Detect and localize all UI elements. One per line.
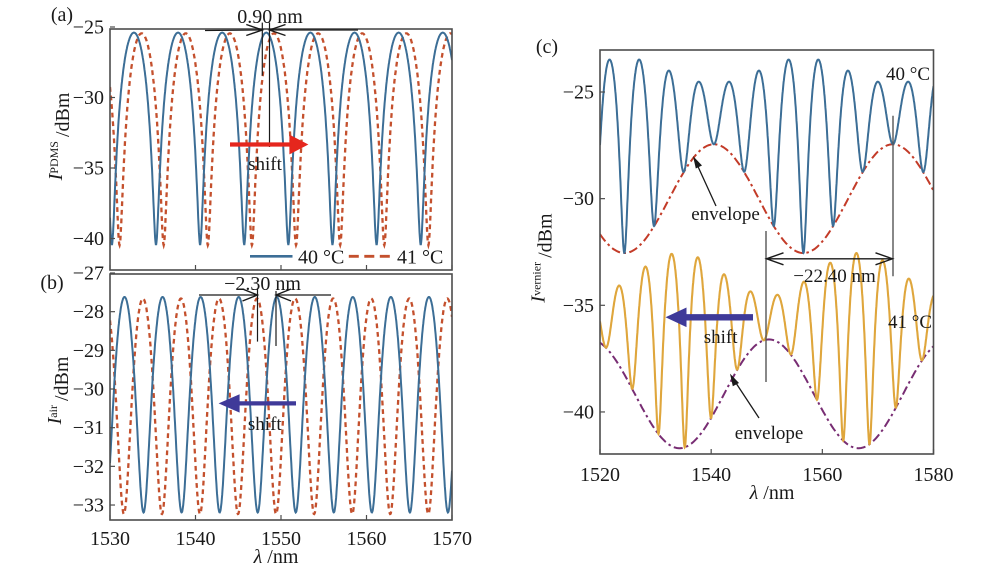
svg-text:1540: 1540: [176, 528, 216, 550]
svg-text:1540: 1540: [691, 464, 731, 486]
svg-text:−22.40 nm: −22.40 nm: [793, 266, 876, 287]
svg-text:41 °C: 41 °C: [888, 312, 932, 333]
svg-text:1520: 1520: [580, 464, 620, 486]
svg-text:−35: −35: [563, 295, 594, 317]
svg-text:λ /nm: λ /nm: [253, 546, 299, 568]
svg-text:−27: −27: [73, 263, 104, 285]
svg-text:1550: 1550: [261, 528, 301, 550]
svg-text:1560: 1560: [347, 528, 387, 550]
svg-text:envelope: envelope: [691, 204, 760, 225]
svg-text:−30: −30: [73, 87, 104, 109]
svg-text:−35: −35: [73, 158, 104, 180]
svg-text:shift: shift: [248, 154, 283, 175]
svg-text:envelope: envelope: [735, 423, 804, 444]
svg-text:1560: 1560: [802, 464, 842, 486]
svg-text:−40: −40: [73, 228, 104, 250]
svg-text:−31: −31: [73, 417, 104, 439]
svg-text:1530: 1530: [90, 528, 130, 550]
svg-text:40 °C: 40 °C: [298, 247, 344, 269]
svg-text:−33: −33: [73, 495, 104, 517]
svg-text:−25: −25: [73, 17, 104, 39]
svg-text:Ivernier /dBm: Ivernier /dBm: [528, 213, 557, 304]
svg-text:−30: −30: [563, 188, 594, 210]
svg-text:(b): (b): [40, 272, 63, 294]
svg-text:(a): (a): [51, 4, 73, 26]
svg-text:Iair /dBm: Iair /dBm: [44, 356, 73, 425]
svg-text:(c): (c): [536, 36, 558, 58]
svg-text:41 °C: 41 °C: [397, 247, 443, 269]
svg-text:shift: shift: [248, 414, 283, 435]
svg-text:40 °C: 40 °C: [886, 64, 930, 85]
svg-text:IPDMS /dBm: IPDMS /dBm: [45, 92, 74, 181]
svg-text:0.90 nm: 0.90 nm: [237, 6, 303, 28]
svg-text:1580: 1580: [913, 464, 953, 486]
svg-text:−28: −28: [73, 301, 104, 323]
svg-text:1570: 1570: [432, 528, 472, 550]
svg-text:−25: −25: [563, 82, 594, 104]
svg-text:−2.30 nm: −2.30 nm: [224, 273, 301, 295]
svg-text:−40: −40: [563, 401, 594, 423]
svg-text:shift: shift: [704, 327, 739, 348]
svg-text:−30: −30: [73, 379, 104, 401]
svg-text:−29: −29: [73, 340, 104, 362]
svg-text:−32: −32: [73, 456, 104, 478]
svg-text:λ /nm: λ /nm: [749, 482, 795, 504]
